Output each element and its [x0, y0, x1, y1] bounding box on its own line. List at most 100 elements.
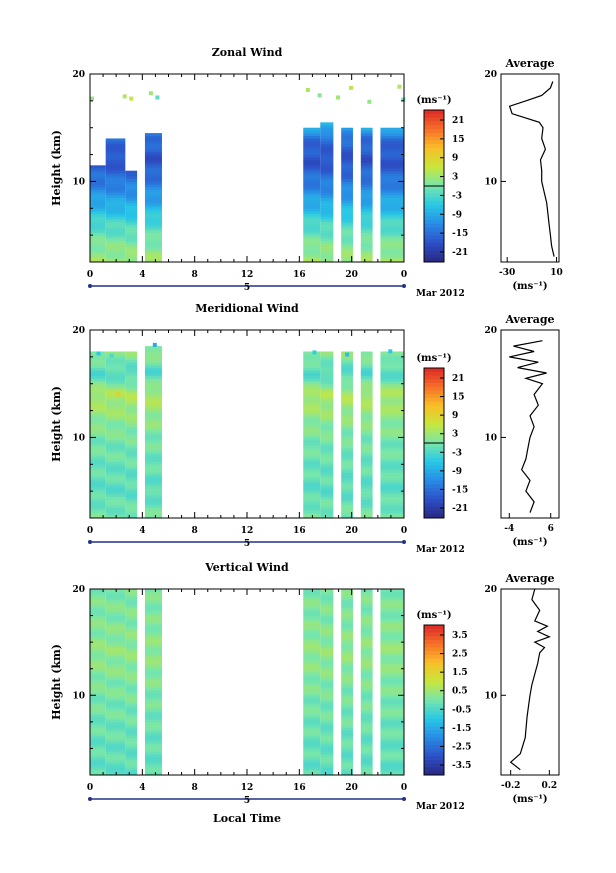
heatmap-cell — [320, 232, 334, 236]
heatmap-cell — [360, 445, 373, 449]
heatmap-cell — [144, 432, 162, 436]
heatmap-cell — [341, 237, 353, 241]
heatmap-cell — [144, 205, 162, 209]
heatmap-cell — [360, 243, 373, 247]
heatmap-cell — [360, 628, 373, 632]
heatmap-cell — [380, 138, 404, 142]
heatmap-cell — [125, 602, 138, 606]
heatmap-cell — [105, 650, 126, 654]
heatmap-cell — [303, 671, 321, 675]
heatmap-cell — [125, 697, 138, 701]
heatmap-cell — [380, 591, 404, 595]
heatmap-cell — [125, 237, 138, 241]
heatmap-cell — [380, 356, 404, 360]
heatmap-cell — [90, 493, 106, 497]
heatmap-cell — [144, 426, 162, 430]
heatmap-cell — [360, 679, 373, 683]
heatmap-cell — [90, 700, 106, 704]
heatmap-cell — [341, 248, 353, 252]
heatmap-cell — [105, 364, 126, 368]
heatmap-cell — [341, 375, 353, 379]
heatmap-cell — [144, 488, 162, 492]
heatmap-cell — [303, 141, 321, 145]
heatmap-cell — [90, 208, 106, 212]
colorbar-segment — [424, 666, 444, 671]
heatmap-cell — [144, 599, 162, 603]
heatmap-cell — [360, 767, 373, 771]
colorbar-segment — [424, 368, 444, 373]
heatmap-cell — [144, 594, 162, 598]
heatmap-cell — [341, 168, 353, 172]
heatmap-cell — [125, 501, 138, 505]
heatmap-cell — [105, 458, 126, 462]
heatmap-cell — [360, 682, 373, 686]
heatmap-cell — [125, 652, 138, 656]
heatmap-cell — [320, 224, 334, 228]
heatmap-cell — [380, 173, 404, 177]
heatmap-cell — [380, 130, 404, 134]
heatmap-cell — [341, 359, 353, 363]
heatmap-cell — [303, 469, 321, 473]
heatmap-cell — [144, 178, 162, 182]
heatmap-cell — [341, 753, 353, 757]
heatmap-cell — [105, 644, 126, 648]
heatmap-cell — [303, 491, 321, 495]
colorbar-segment — [424, 499, 444, 504]
heatmap-cell — [125, 708, 138, 712]
heatmap-cell — [341, 421, 353, 425]
heatmap-cell — [360, 415, 373, 420]
heatmap-cell — [144, 647, 162, 651]
colorbar-tick-label: -15 — [452, 229, 468, 239]
heatmap-cell — [320, 442, 334, 446]
heatmap-cell — [341, 194, 353, 198]
heatmap-cell — [105, 745, 126, 749]
heatmap-cell — [303, 623, 321, 627]
heatmap-cell — [90, 386, 106, 390]
heatmap-cell — [303, 480, 321, 484]
heatmap-cell — [341, 243, 353, 247]
colorbar-segment — [424, 443, 444, 448]
heatmap-cell — [320, 610, 334, 614]
heatmap-cell — [125, 499, 138, 503]
heatmap-cell — [303, 450, 321, 454]
heatmap-cell — [380, 610, 404, 614]
heatmap-cell — [90, 692, 106, 696]
y-axis-label: Height (km) — [50, 644, 63, 720]
colorbar-segment — [424, 730, 444, 735]
heatmap-cell — [303, 703, 321, 707]
heatmap-cell — [303, 652, 321, 656]
heatmap-cell — [320, 122, 334, 126]
data-block — [320, 589, 334, 776]
heatmap-cell — [380, 162, 404, 166]
heatmap-cell — [303, 729, 321, 733]
average-x-label: (ms⁻¹) — [512, 537, 547, 548]
heatmap-cell — [105, 399, 126, 403]
heatmap-cell — [144, 256, 162, 260]
heatmap-cell — [320, 501, 334, 505]
heatmap-cell — [90, 413, 106, 417]
heatmap-cell — [380, 719, 404, 723]
heatmap-cell — [125, 440, 138, 444]
heatmap-cell — [144, 700, 162, 704]
heatmap-cell — [360, 751, 373, 755]
heatmap-cell — [320, 127, 334, 131]
heatmap-cell — [90, 748, 106, 752]
heatmap-cell — [341, 660, 353, 664]
colorbar-segment — [424, 375, 444, 380]
colorbar-segment — [424, 416, 444, 421]
heatmap-cell — [360, 713, 373, 717]
heatmap-cell — [125, 684, 138, 688]
heatmap-cell — [341, 146, 353, 150]
heatmap-cell — [90, 708, 106, 712]
heatmap-cell — [144, 623, 162, 627]
heatmap-cell — [125, 769, 138, 773]
heatmap-cell — [105, 397, 126, 401]
heatmap-cell — [144, 668, 162, 672]
heatmap-cell — [125, 740, 138, 744]
heatmap-cell — [144, 509, 162, 514]
data-block — [125, 589, 138, 776]
heatmap-cell — [90, 711, 106, 715]
heatmap-cell — [320, 488, 334, 492]
heatmap-cell — [90, 713, 106, 717]
heatmap-cell — [105, 499, 126, 503]
